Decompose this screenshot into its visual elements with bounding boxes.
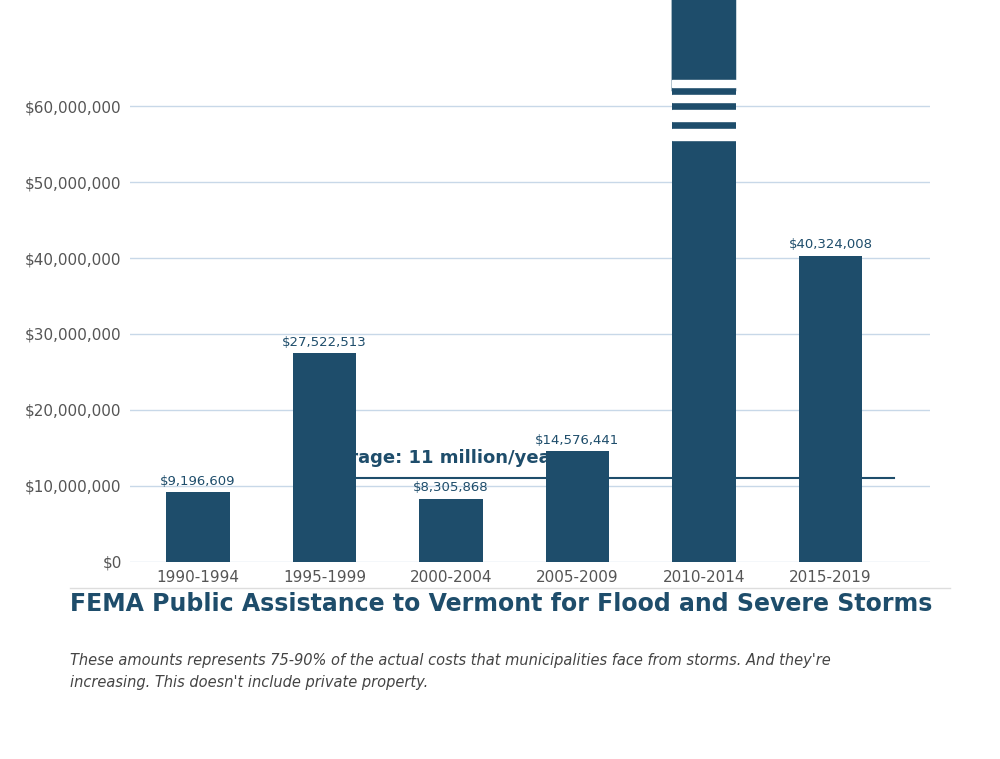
Text: Average: 11 million/year: Average: 11 million/year [312, 449, 559, 467]
Text: These amounts represents 75-90% of the actual costs that municipalities face fro: These amounts represents 75-90% of the a… [70, 653, 831, 690]
Bar [293, 353, 356, 562]
Bar [672, 80, 736, 87]
Bar [546, 451, 609, 562]
Text: $27,522,513: $27,522,513 [282, 335, 367, 348]
Text: $40,324,008: $40,324,008 [788, 238, 872, 251]
Text: $8,305,868: $8,305,868 [413, 481, 489, 495]
FancyArrow shape [653, 0, 755, 91]
Bar [672, 129, 736, 140]
Bar [672, 95, 736, 102]
Bar [166, 492, 230, 562]
Bar [672, 91, 736, 562]
Bar [419, 499, 483, 562]
Bar [799, 256, 862, 562]
Text: FEMA Public Assistance to Vermont for Flood and Severe Storms: FEMA Public Assistance to Vermont for Fl… [70, 592, 932, 616]
Text: $14,576,441: $14,576,441 [535, 434, 620, 447]
Bar [672, 110, 736, 121]
Text: $9,196,609: $9,196,609 [160, 474, 236, 488]
